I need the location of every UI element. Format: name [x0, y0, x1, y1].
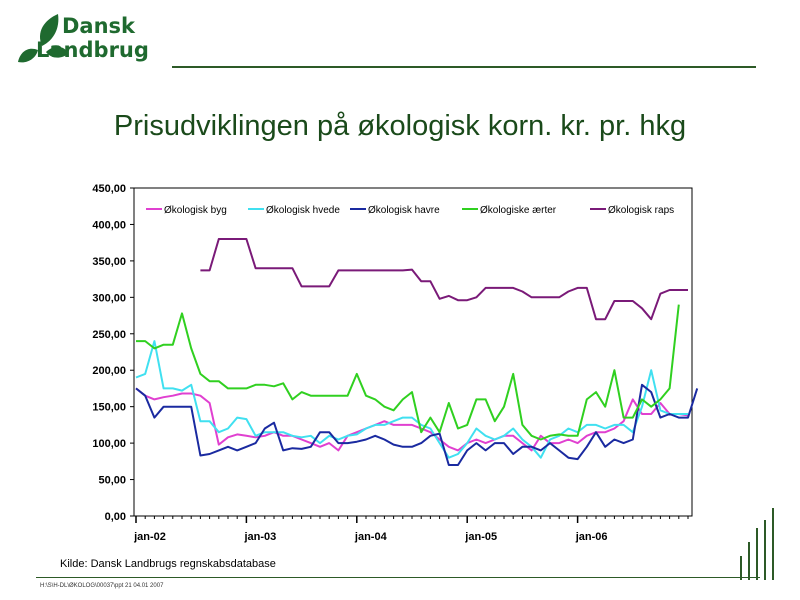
legend-label-aerter: Økologiske ærter — [480, 205, 557, 216]
page-title: Prisudviklingen på økologisk korn. kr. p… — [113, 110, 687, 142]
legend-label-hvede: Økologisk hvede — [266, 205, 340, 216]
header-divider — [172, 66, 756, 68]
logo-text-landbrug: Landbrug — [36, 38, 149, 62]
y-tick-label: 250,00 — [92, 329, 126, 341]
footer-divider — [36, 577, 760, 578]
legend-label-havre: Økologisk havre — [368, 205, 440, 216]
x-tick-label: jan-04 — [354, 531, 388, 543]
footer-file-path: H:\S\H-DL\ØKOLOG\00037\ppt 21 04.01 2007 — [40, 583, 164, 589]
logo-text-dansk: Dansk — [62, 14, 136, 38]
y-tick-label: 300,00 — [92, 292, 126, 304]
y-tick-label: 200,00 — [92, 365, 126, 377]
x-tick-label: jan-05 — [464, 531, 497, 543]
legend: Økologisk byg Økologisk hvede Økologisk ha… — [146, 205, 674, 216]
logo — [18, 12, 178, 78]
x-tick-label: jan-06 — [575, 531, 608, 543]
y-tick-label: 100,00 — [92, 438, 126, 450]
x-tick-label: jan-02 — [133, 531, 166, 543]
series-line-aerter — [136, 304, 680, 441]
y-tick-label: 150,00 — [92, 402, 126, 414]
legend-label-raps: Økologisk raps — [608, 205, 674, 216]
y-tick-label: 50,00 — [98, 475, 126, 487]
series-line-raps — [200, 238, 688, 321]
y-tick-label: 450,00 — [92, 183, 126, 195]
series-lines — [135, 238, 699, 466]
series-line-byg — [135, 387, 689, 452]
y-axis: 0,00 50,00 100,00 150,00 200,00 250,00 300,00 3… — [92, 183, 134, 523]
decorative-bars-icon — [740, 508, 774, 580]
x-axis: jan-02 jan-03 jan-04 jan-05 jan-06 — [133, 516, 689, 543]
leaf-logo-icon — [18, 14, 68, 63]
x-tick-label: jan-03 — [244, 531, 277, 543]
y-tick-label: 0,00 — [105, 511, 126, 523]
y-tick-label: 350,00 — [92, 256, 126, 268]
source-note: Kilde: Dansk Landbrugs regnskabsdatabase — [60, 558, 276, 570]
series-line-havre — [135, 383, 699, 466]
series-line-hvede — [135, 340, 688, 459]
plot-area-border — [133, 187, 693, 517]
y-tick-label: 400,00 — [92, 219, 126, 231]
legend-label-byg: Økologisk byg — [164, 205, 227, 216]
